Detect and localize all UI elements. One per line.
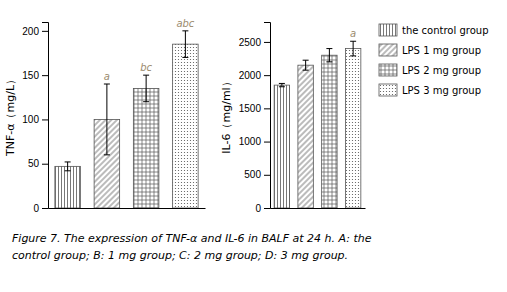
legend: the control group LPS 1 mg group LPS 2 mg …: [379, 24, 488, 96]
legend-label: LPS 3 mg group: [402, 85, 481, 96]
plot-area: [274, 41, 361, 208]
y-tick-mark: [264, 208, 270, 209]
legend-swatch: [379, 84, 397, 96]
y-tick: 2000: [239, 70, 270, 81]
plot-area: [55, 31, 198, 208]
y-tick: 200: [22, 26, 48, 37]
bar: [274, 85, 289, 208]
legend-item: LPS 1 mg group: [379, 44, 481, 56]
y-tick-label: 1000: [239, 136, 262, 147]
y-tick-label: 0: [33, 203, 39, 214]
error-bar: [104, 84, 110, 155]
y-tick-label: 2000: [239, 70, 262, 81]
panel: 0 500 1000 1500 2000 2500 IL-6（mg/ml） a: [220, 23, 366, 214]
error-bar: [65, 162, 71, 171]
y-tick-label: 2500: [239, 37, 262, 48]
x-axis-line: [271, 208, 366, 209]
error-bar: [350, 41, 356, 56]
y-tick: 2500: [239, 37, 270, 48]
y-tick: 150: [22, 70, 48, 81]
y-axis: 0 500 1000 1500 2000 2500: [239, 23, 271, 214]
legend-item: the control group: [379, 24, 488, 36]
y-tick-label: 500: [244, 169, 261, 180]
annotation: a: [104, 71, 110, 82]
bar: [133, 88, 159, 208]
y-axis: 0 50 100 150 200: [22, 23, 48, 214]
y-tick-mark: [42, 208, 48, 209]
bar: [298, 65, 313, 208]
annotation: bc: [140, 62, 152, 73]
y-tick-mark: [264, 142, 270, 143]
error-bar: [182, 31, 188, 58]
legend-label: the control group: [402, 25, 488, 36]
y-tick: 1000: [239, 136, 270, 147]
error-bar: [279, 83, 285, 86]
x-axis: [271, 208, 366, 209]
bar: [322, 55, 337, 208]
y-tick-label: 200: [22, 26, 39, 37]
y-tick-mark: [264, 42, 270, 43]
annotation: abc: [176, 18, 194, 29]
y-axis-title: IL-6（mg/ml）: [220, 76, 233, 153]
y-tick-label: 1500: [239, 103, 262, 114]
y-axis-title: TNF-α（mg/L）: [4, 74, 17, 157]
legend-item: LPS 2 mg group: [379, 64, 481, 76]
y-tick-mark: [264, 108, 270, 109]
error-bar: [326, 49, 332, 62]
y-tick: 100: [22, 114, 48, 125]
y-tick: 500: [244, 169, 270, 180]
y-tick-label: 150: [22, 70, 39, 81]
y-tick: 1500: [239, 103, 270, 114]
y-axis-line: [42, 23, 49, 209]
error-bar: [303, 60, 309, 70]
y-tick-label: 50: [28, 158, 40, 169]
y-tick: 50: [28, 158, 48, 169]
legend-swatch: [379, 44, 397, 56]
y-tick-mark: [264, 175, 270, 176]
y-axis-line: [264, 23, 271, 209]
y-tick-mark: [42, 75, 48, 76]
legend-label: LPS 1 mg group: [402, 45, 481, 56]
legend-label: LPS 2 mg group: [402, 65, 481, 76]
y-tick-mark: [42, 164, 48, 165]
caption: Figure 7. The expression of TNF-α and IL…: [12, 232, 372, 245]
y-tick-label: 100: [22, 114, 39, 125]
y-tick-mark: [42, 119, 48, 120]
y-tick-mark: [264, 75, 270, 76]
bar: [345, 49, 360, 208]
x-axis-line: [49, 208, 206, 209]
caption: control group; B: 1 mg group; C: 2 mg gr…: [12, 249, 348, 262]
figure: 050100150200TNF-α（mg/L）abcabcFigure 7. T…: [0, 0, 507, 292]
error-bar: [143, 75, 149, 102]
annotation: a: [350, 28, 356, 39]
y-tick: 0: [255, 203, 270, 214]
legend-swatch: [379, 24, 397, 36]
legend-item: LPS 3 mg group: [379, 84, 481, 96]
legend-swatch: [379, 64, 397, 76]
y-tick: 0: [33, 203, 48, 214]
y-tick-mark: [42, 31, 48, 32]
bar: [173, 44, 199, 208]
x-axis: [49, 208, 206, 209]
panel: 050100150200TNF-α（mg/L）abcabc: [4, 18, 206, 214]
y-tick-label: 0: [255, 203, 261, 214]
bar: [55, 166, 81, 208]
